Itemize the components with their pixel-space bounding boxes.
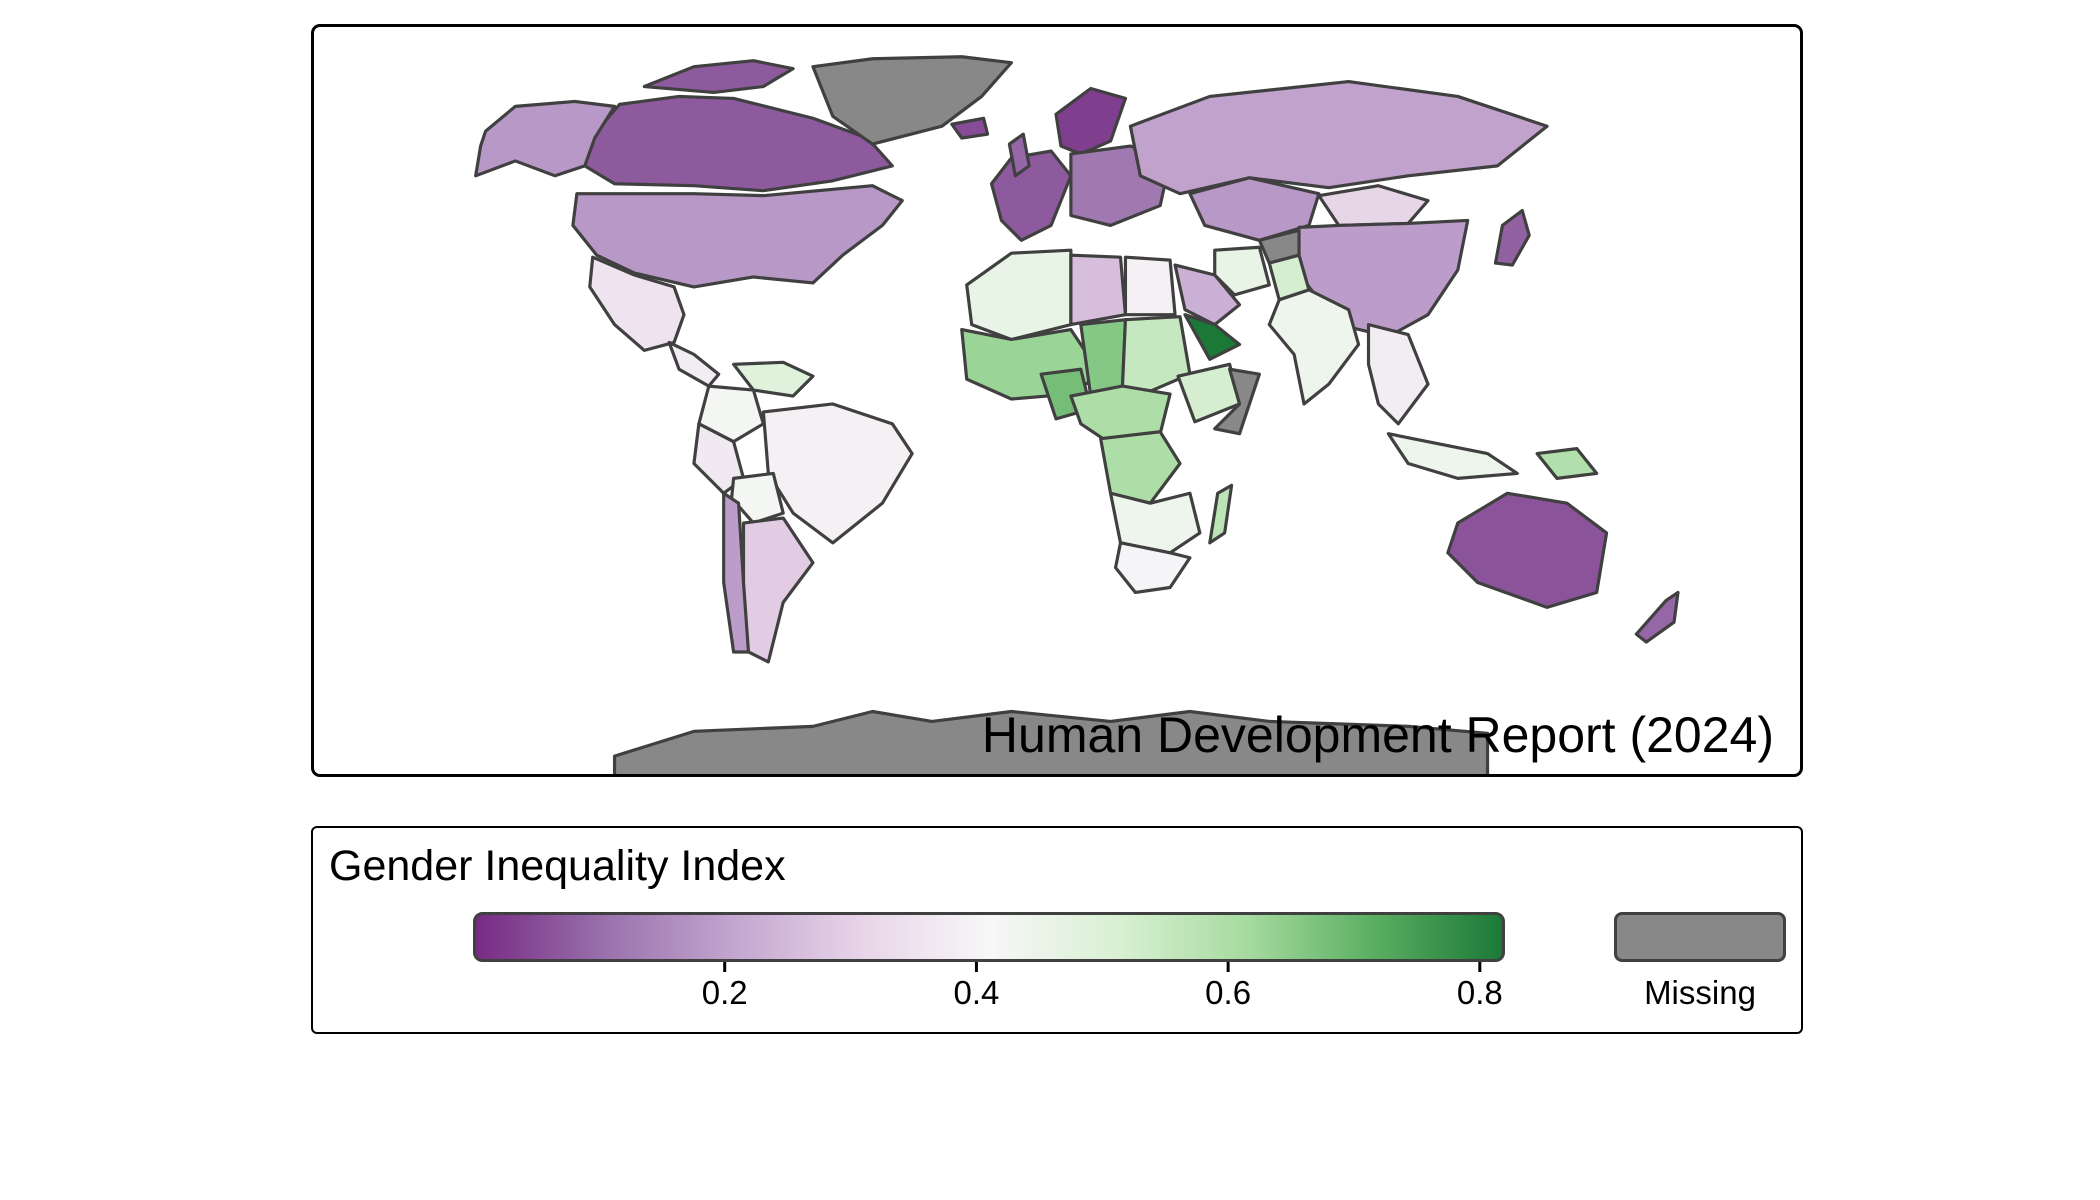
region-southeast-asia[interactable] xyxy=(1366,323,1430,426)
region-mongolia[interactable] xyxy=(1317,184,1430,227)
region-egypt[interactable] xyxy=(1123,255,1177,317)
region-papua-new-guinea[interactable] xyxy=(1535,447,1599,480)
legend-color-bar xyxy=(473,912,1505,962)
world-map xyxy=(474,55,1680,774)
region-argentina[interactable] xyxy=(741,516,815,664)
legend-panel: Gender Inequality Index 0.2 0.4 0.6 0.8 … xyxy=(311,826,1803,1034)
legend-tick-label: 0.2 xyxy=(701,974,748,1011)
region-libya[interactable] xyxy=(1069,253,1128,327)
region-alaska[interactable] xyxy=(474,99,617,178)
region-somalia[interactable] xyxy=(1213,367,1261,436)
region-new-zealand[interactable] xyxy=(1634,590,1680,644)
region-indonesia[interactable] xyxy=(1386,432,1519,480)
region-russia[interactable] xyxy=(1128,79,1549,196)
region-antarctica[interactable] xyxy=(612,709,1490,774)
region-western-europe[interactable] xyxy=(989,149,1073,242)
legend-tick-label: 0.8 xyxy=(1456,974,1503,1011)
region-saudi-arabia[interactable] xyxy=(1173,263,1242,327)
region-colombia[interactable] xyxy=(697,384,765,444)
region-mexico[interactable] xyxy=(588,255,686,352)
region-dr-congo[interactable] xyxy=(1099,430,1182,505)
region-japan[interactable] xyxy=(1493,208,1531,267)
legend-tick-label: 0.6 xyxy=(1205,974,1252,1011)
region-madagascar[interactable] xyxy=(1208,483,1234,545)
legend-title: Gender Inequality Index xyxy=(329,842,786,890)
region-canadian-arctic-islands[interactable] xyxy=(642,59,795,95)
region-united-states[interactable] xyxy=(571,184,904,289)
region-sudan[interactable] xyxy=(1120,315,1192,394)
legend-tick-marks xyxy=(723,962,1482,972)
missing-label: Missing xyxy=(1644,974,1756,1011)
map-panel: Human Development Report (2024) xyxy=(311,24,1803,777)
region-yemen[interactable] xyxy=(1183,313,1242,361)
region-greenland[interactable] xyxy=(811,55,1013,146)
region-united-kingdom[interactable] xyxy=(1007,132,1031,178)
region-south-africa[interactable] xyxy=(1113,541,1192,595)
region-canada[interactable] xyxy=(583,94,894,193)
region-scandinavia[interactable] xyxy=(1054,86,1128,156)
missing-swatch xyxy=(1614,912,1786,962)
region-iceland[interactable] xyxy=(950,116,990,140)
source-label: Human Development Report (2024) xyxy=(981,707,1774,763)
region-venezuela[interactable] xyxy=(732,360,815,398)
region-central-america[interactable] xyxy=(667,340,721,388)
region-bolivia[interactable] xyxy=(730,471,785,525)
region-australia[interactable] xyxy=(1446,491,1609,609)
region-north-africa[interactable] xyxy=(965,248,1073,342)
region-iran[interactable] xyxy=(1213,245,1271,297)
legend-tick-label: 0.4 xyxy=(953,974,1000,1011)
region-india[interactable] xyxy=(1267,288,1361,406)
